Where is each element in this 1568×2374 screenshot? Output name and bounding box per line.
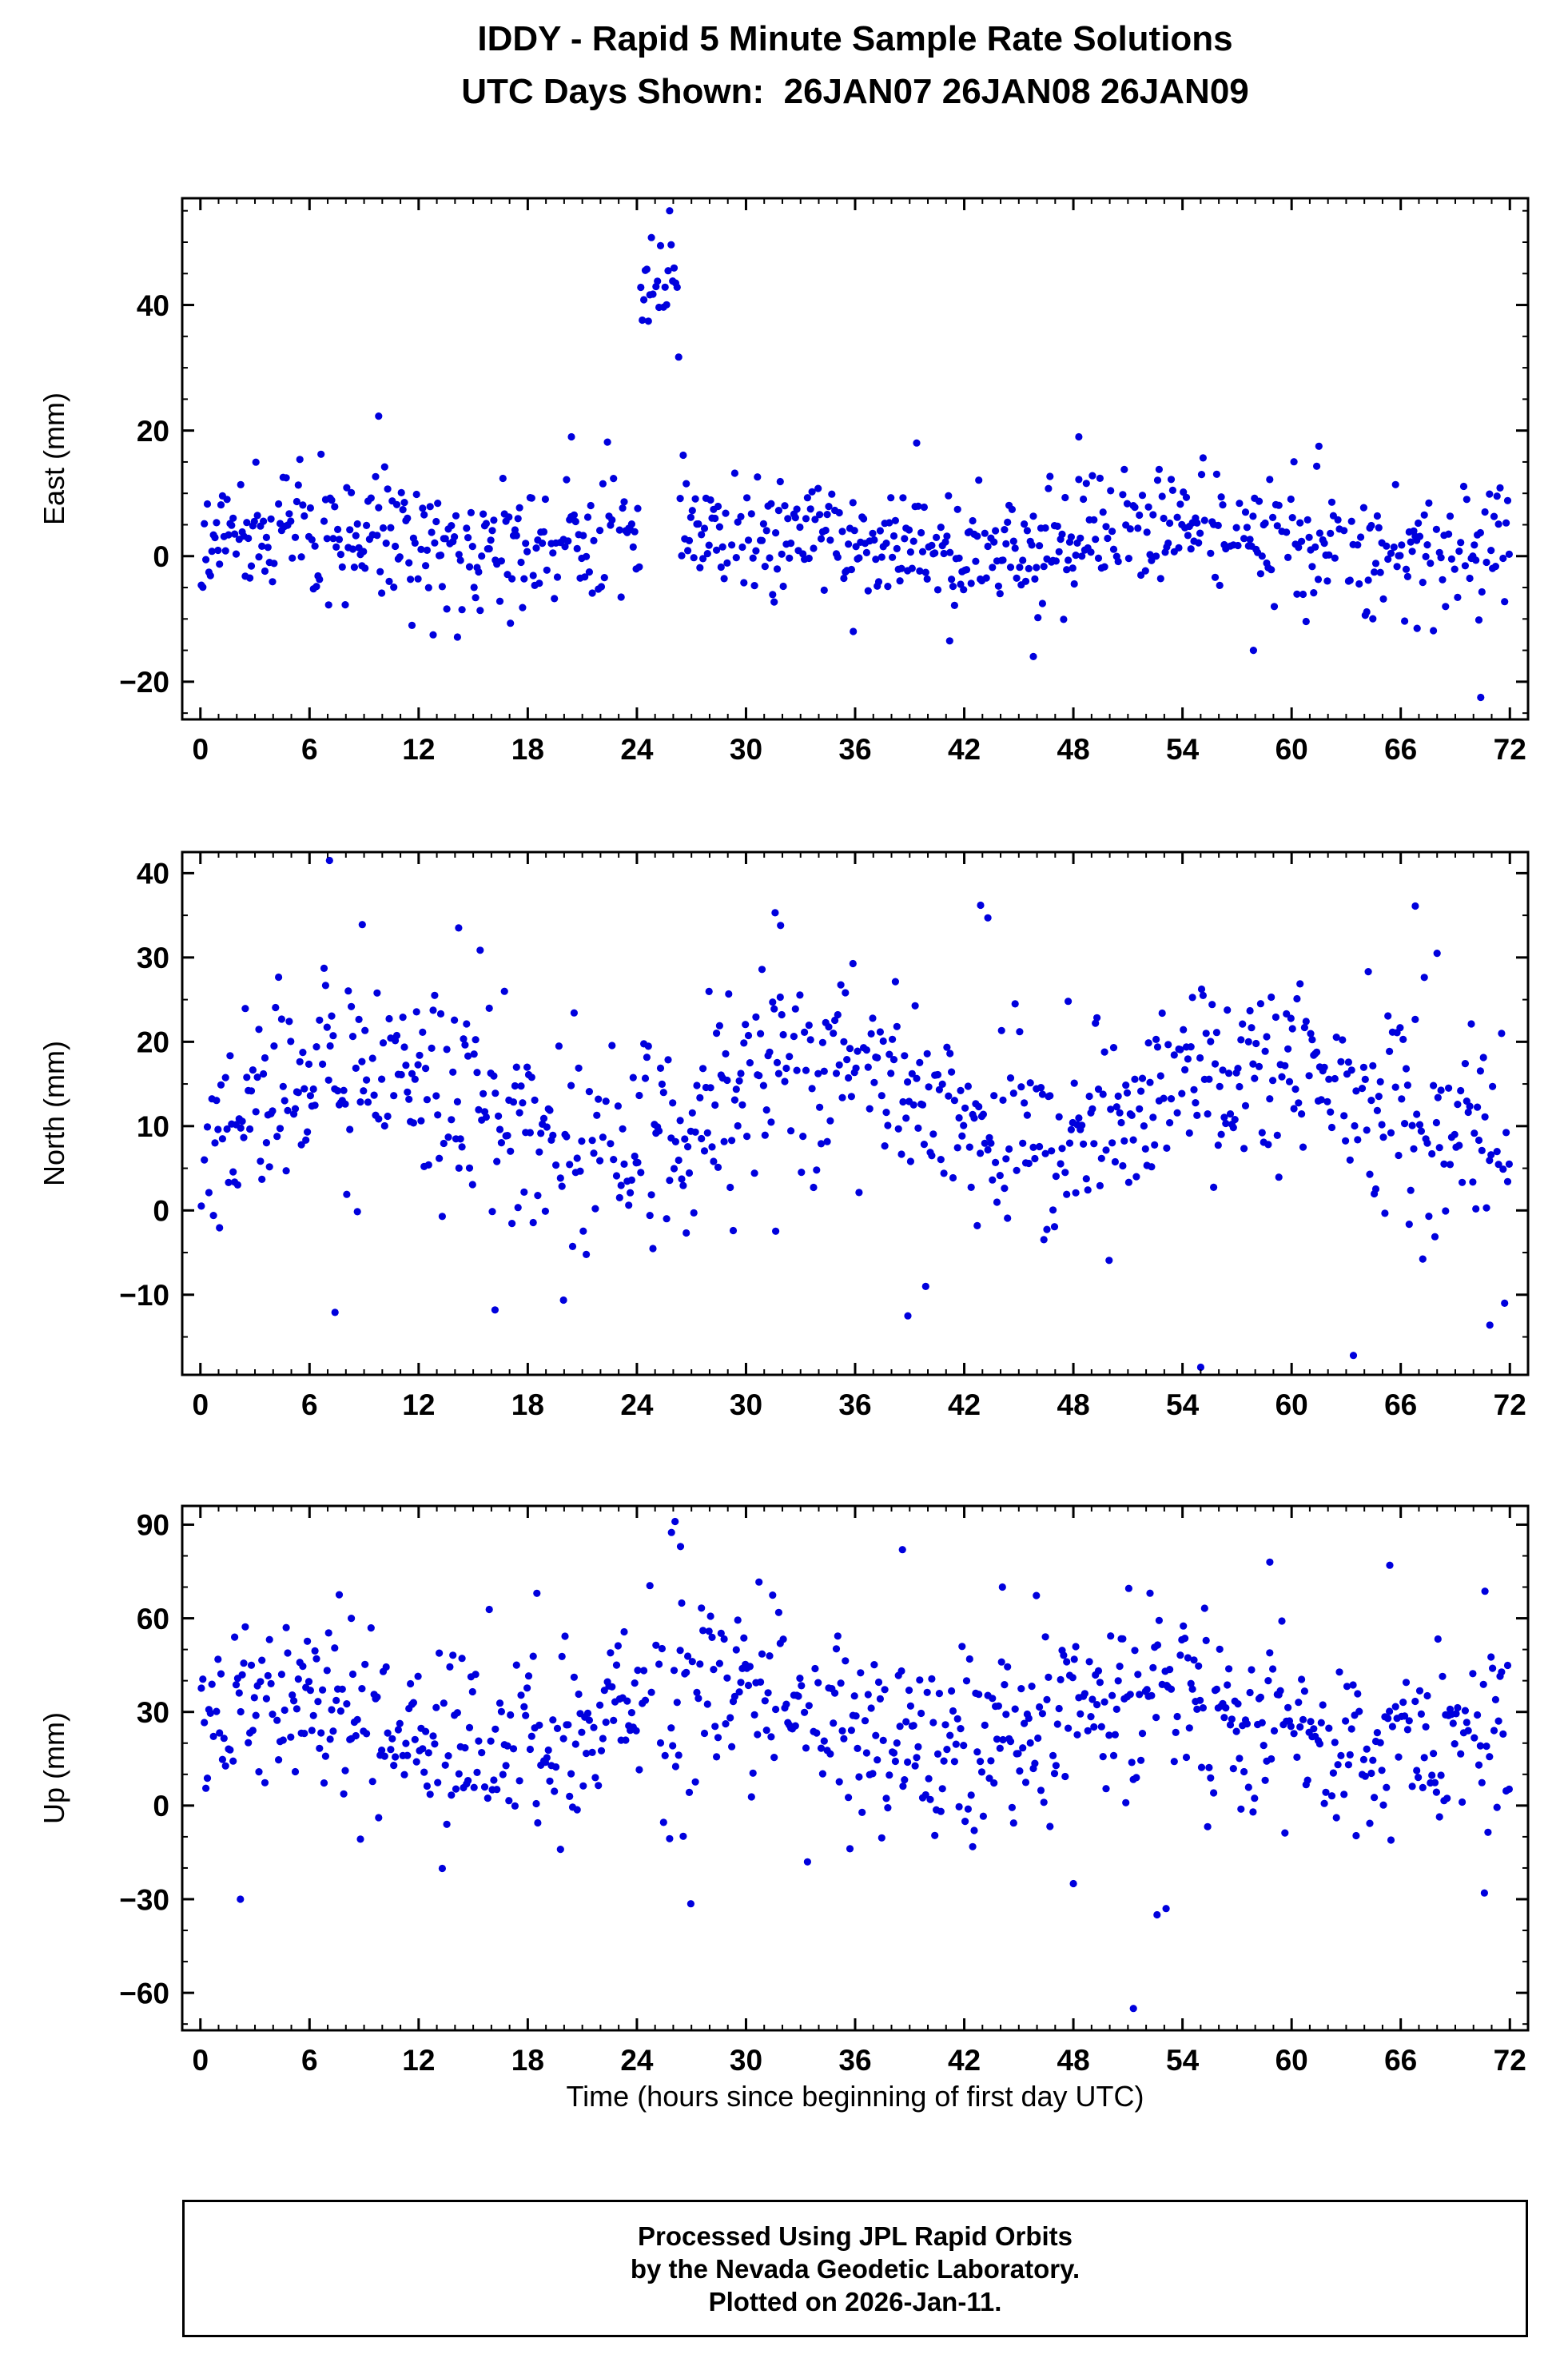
x-tick-label: 54 [1166,733,1200,766]
x-tick-label: 24 [620,733,654,766]
scatter-points [197,856,1513,1372]
axis-ticks [181,852,1529,1375]
x-tick-label: 42 [948,733,981,766]
x-tick-label: 0 [192,2044,209,2077]
scatter-points [197,1517,1513,2013]
y-tick-label: 30 [137,1696,169,1729]
x-tick-label: 0 [192,733,209,766]
x-tick-label: 54 [1166,2044,1200,2077]
x-tick-label: 48 [1057,1388,1090,1421]
x-tick-label: 30 [730,1388,762,1421]
footer-line: Plotted on 2026-Jan-11. [708,2286,1002,2316]
chart-title: IDDY - Rapid 5 Minute Sample Rate Soluti… [477,19,1233,58]
x-tick-label: 42 [948,1388,981,1421]
x-tick-label: 60 [1275,2044,1308,2077]
plot-border [181,1504,1530,2032]
plot-border [181,850,1530,1376]
y-tick-label: −30 [119,1883,169,1916]
north-axis-label: North (mm) [38,1041,70,1186]
axis-ticks [181,198,1529,719]
y-tick-label: −10 [119,1279,169,1312]
x-tick-label: 42 [948,2044,981,2077]
x-tick-label: 12 [402,1388,435,1421]
y-tick-label: 40 [137,289,169,322]
tick-labels: 0 6 12 18 24 30 36 42 48 54 60 66 72 −10 0 10 20 30 40 [119,858,1526,1421]
y-tick-label: 0 [153,540,169,573]
x-tick-label: 36 [838,2044,871,2077]
x-tick-label: 24 [620,2044,654,2077]
x-tick-label: 30 [730,2044,762,2077]
x-tick-label: 72 [1494,2044,1526,2077]
x-tick-label: 18 [511,733,544,766]
y-tick-label: 90 [137,1509,169,1542]
scatter-points [197,207,1513,702]
x-tick-label: 18 [511,2044,544,2077]
up-panel: 0 6 12 18 24 30 36 42 48 54 60 66 72 −60 −30 0 30 60 90 [119,1504,1530,2077]
x-tick-label: 18 [511,1388,544,1421]
x-tick-label: 48 [1057,2044,1090,2077]
y-tick-label: −60 [119,1977,169,2010]
y-tick-label: 20 [137,1026,169,1059]
x-tick-label: 24 [620,1388,654,1421]
footer-line: by the Nevada Geodetic Laboratory. [630,2253,1080,2284]
x-tick-label: 60 [1275,1388,1308,1421]
chart-subtitle: UTC Days Shown: 26JAN07 26JAN08 26JAN09 [461,72,1249,111]
x-tick-label: 6 [301,733,318,766]
x-tick-label: 72 [1494,1388,1526,1421]
x-tick-label: 66 [1384,733,1417,766]
footer-line: Processed Using JPL Rapid Orbits [637,2221,1073,2251]
tick-labels: 0 6 12 18 24 30 36 42 48 54 60 66 72 −60 −30 0 30 60 90 [119,1509,1526,2077]
x-tick-label: 30 [730,733,762,766]
y-tick-label: 60 [137,1603,169,1635]
plot-border [181,197,1530,721]
y-tick-label: 30 [137,942,169,974]
x-tick-label: 36 [838,733,871,766]
y-tick-label: 20 [137,415,169,448]
x-tick-label: 72 [1494,733,1526,766]
y-tick-label: 10 [137,1110,169,1143]
east-panel: 0 6 12 18 24 30 36 42 48 54 60 66 72 −20 0 20 40 [119,197,1530,766]
x-tick-label: 6 [301,2044,318,2077]
y-tick-label: −20 [119,666,169,699]
x-tick-label: 60 [1275,733,1308,766]
y-tick-label: 0 [153,1790,169,1822]
x-axis-title: Time (hours since beginning of first day… [566,2080,1144,2113]
x-tick-label: 12 [402,2044,435,2077]
up-axis-label: Up (mm) [38,1712,70,1824]
y-tick-label: 40 [137,858,169,890]
y-tick-label: 0 [153,1195,169,1228]
x-tick-label: 36 [838,1388,871,1421]
x-tick-label: 0 [192,1388,209,1421]
x-tick-label: 66 [1384,2044,1417,2077]
axis-ticks [181,1506,1529,2030]
x-tick-label: 12 [402,733,435,766]
x-tick-label: 6 [301,1388,318,1421]
north-panel: 0 6 12 18 24 30 36 42 48 54 60 66 72 −10 0 10 20 30 40 [119,850,1530,1421]
x-tick-label: 54 [1166,1388,1200,1421]
x-tick-label: 48 [1057,733,1090,766]
x-tick-label: 66 [1384,1388,1417,1421]
east-axis-label: East (mm) [38,392,70,525]
footer-box: Processed Using JPL Rapid Orbits by the … [182,2200,1528,2337]
tick-labels: 0 6 12 18 24 30 36 42 48 54 60 66 72 −20 0 20 40 [119,289,1526,766]
